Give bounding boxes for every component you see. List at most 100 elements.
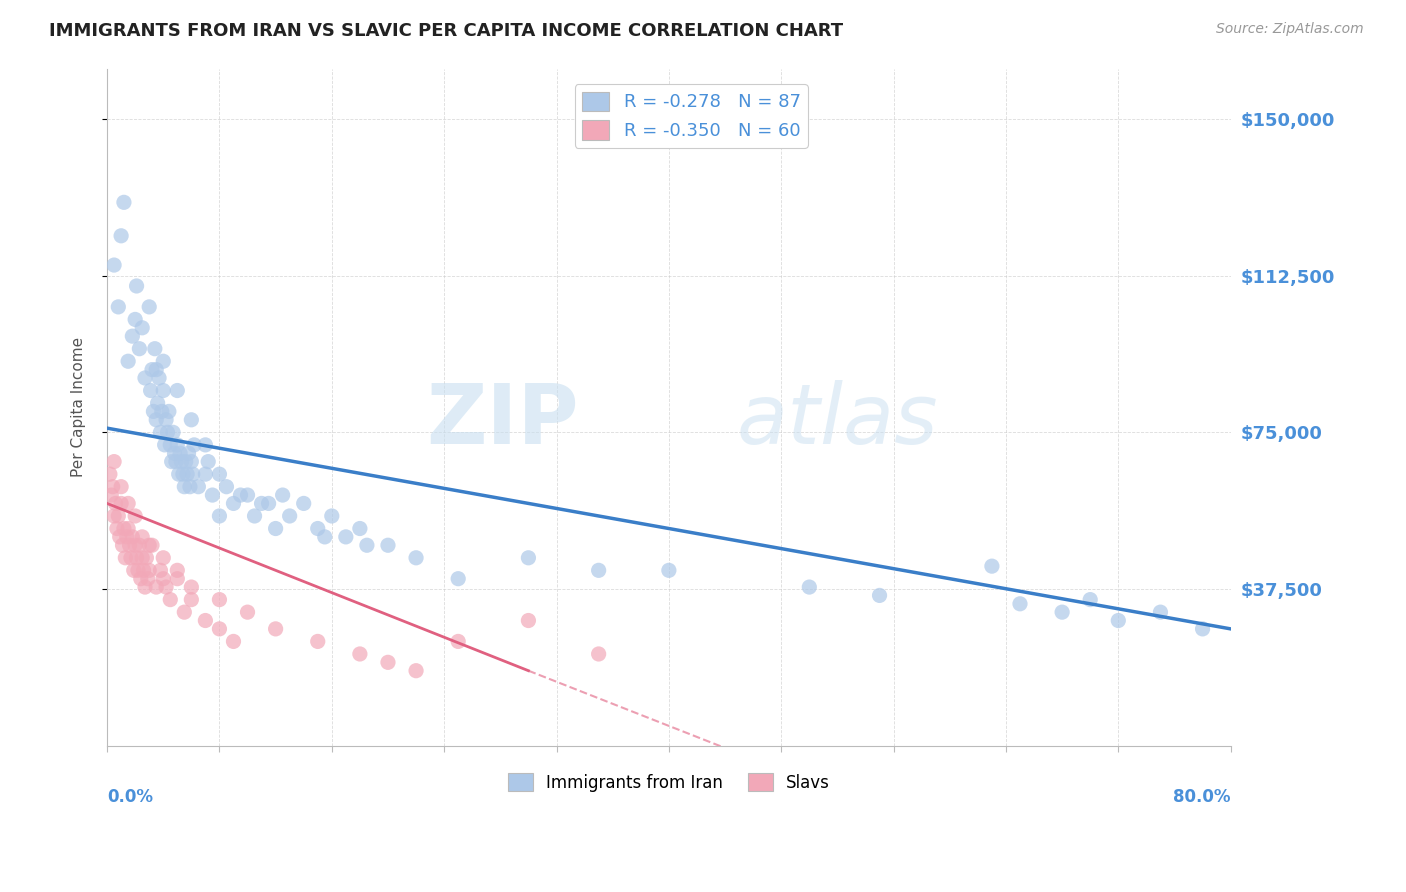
Point [122, 563, 145, 577]
Point [169, 446, 191, 460]
Point [377, 538, 399, 552]
Point [173, 480, 195, 494]
Point [658, 563, 681, 577]
Point [103, 258, 125, 272]
Point [125, 279, 148, 293]
Point [314, 530, 336, 544]
Point [108, 530, 131, 544]
Point [356, 538, 378, 552]
Point [180, 580, 202, 594]
Point [187, 480, 209, 494]
Point [173, 605, 195, 619]
Point [180, 413, 202, 427]
Text: IMMIGRANTS FROM IRAN VS SLAVIC PER CAPITA INCOME CORRELATION CHART: IMMIGRANTS FROM IRAN VS SLAVIC PER CAPIT… [49, 22, 844, 40]
Point [131, 550, 153, 565]
Point [149, 563, 172, 577]
Point [869, 589, 891, 603]
Point [155, 580, 177, 594]
Point [100, 488, 122, 502]
Point [264, 622, 287, 636]
Point [176, 467, 198, 482]
Point [157, 404, 180, 418]
Point [159, 438, 181, 452]
Point [447, 572, 470, 586]
Legend: Immigrants from Iran, Slavs: Immigrants from Iran, Slavs [501, 766, 837, 798]
Point [138, 563, 160, 577]
Point [134, 580, 156, 594]
Point [162, 425, 184, 440]
Point [166, 438, 188, 452]
Point [208, 467, 231, 482]
Point [1050, 605, 1073, 619]
Point [132, 563, 155, 577]
Point [127, 563, 149, 577]
Point [447, 634, 470, 648]
Point [1149, 605, 1171, 619]
Point [117, 522, 139, 536]
Point [264, 522, 287, 536]
Point [152, 550, 174, 565]
Point [194, 614, 217, 628]
Point [155, 413, 177, 427]
Point [128, 342, 150, 356]
Point [125, 550, 148, 565]
Y-axis label: Per Capita Income: Per Capita Income [72, 337, 86, 477]
Point [153, 438, 176, 452]
Point [110, 496, 132, 510]
Point [143, 342, 166, 356]
Point [250, 496, 273, 510]
Point [183, 438, 205, 452]
Point [107, 508, 129, 523]
Point [405, 664, 427, 678]
Point [229, 488, 252, 502]
Point [152, 572, 174, 586]
Point [208, 622, 231, 636]
Point [152, 384, 174, 398]
Point [112, 522, 135, 536]
Point [799, 580, 821, 594]
Point [159, 592, 181, 607]
Point [980, 559, 1002, 574]
Text: 0.0%: 0.0% [107, 788, 153, 805]
Point [349, 647, 371, 661]
Point [292, 496, 315, 510]
Point [146, 396, 169, 410]
Point [517, 614, 540, 628]
Point [98, 467, 121, 482]
Point [121, 329, 143, 343]
Point [166, 384, 188, 398]
Point [114, 550, 136, 565]
Text: Source: ZipAtlas.com: Source: ZipAtlas.com [1216, 22, 1364, 37]
Point [110, 228, 132, 243]
Text: ZIP: ZIP [426, 380, 579, 461]
Point [112, 195, 135, 210]
Point [150, 404, 173, 418]
Text: atlas: atlas [737, 380, 938, 461]
Point [104, 496, 127, 510]
Point [201, 488, 224, 502]
Point [1107, 614, 1129, 628]
Point [138, 538, 160, 552]
Point [166, 572, 188, 586]
Point [174, 455, 197, 469]
Point [145, 362, 167, 376]
Point [148, 371, 170, 385]
Point [222, 634, 245, 648]
Point [307, 634, 329, 648]
Point [156, 425, 179, 440]
Point [117, 496, 139, 510]
Point [215, 480, 238, 494]
Point [180, 592, 202, 607]
Point [236, 605, 259, 619]
Point [141, 538, 163, 552]
Point [139, 384, 162, 398]
Point [405, 550, 427, 565]
Point [131, 320, 153, 334]
Point [136, 572, 159, 586]
Point [138, 300, 160, 314]
Point [107, 300, 129, 314]
Point [307, 522, 329, 536]
Point [177, 446, 200, 460]
Point [1078, 592, 1101, 607]
Point [1191, 622, 1213, 636]
